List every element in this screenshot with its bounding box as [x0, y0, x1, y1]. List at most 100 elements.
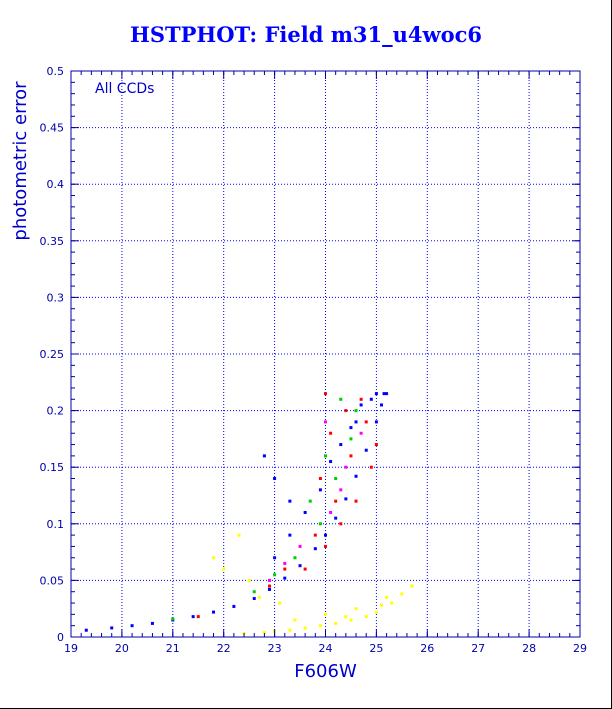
- data-point: [374, 420, 378, 424]
- axis-ticks: 19 20 21 22 23 24 25 26 27 28 29 0 0.05 0.1 0.15 0.2 0.2…: [40, 65, 588, 655]
- data-point: [364, 448, 368, 452]
- data-point: [318, 522, 322, 526]
- data-point: [110, 626, 114, 630]
- y-tick-label: 0.3: [47, 291, 65, 304]
- x-tick-label: 29: [573, 642, 587, 655]
- data-point: [268, 578, 272, 582]
- data-point: [268, 584, 272, 588]
- data-point: [252, 590, 256, 594]
- data-point: [257, 595, 261, 599]
- data-point: [379, 603, 383, 607]
- data-point: [324, 533, 327, 537]
- y-tick-label: 0.25: [40, 348, 65, 361]
- data-point: [354, 409, 358, 413]
- data-point: [303, 510, 307, 514]
- data-point: [283, 567, 287, 571]
- data-point: [390, 601, 394, 605]
- data-point: [303, 567, 307, 571]
- data-point: [354, 474, 358, 478]
- data-point: [262, 630, 266, 634]
- series-group: [196, 392, 378, 619]
- data-point: [237, 533, 241, 537]
- data-point: [191, 615, 195, 619]
- data-point: [379, 403, 383, 407]
- data-point: [385, 595, 389, 599]
- data-point: [288, 499, 292, 503]
- y-tick-label: 0.05: [40, 574, 65, 587]
- data-point: [324, 454, 327, 458]
- data-point: [369, 465, 373, 469]
- data-point: [364, 615, 368, 619]
- y-tick-label: 0.1: [47, 518, 65, 531]
- data-point: [222, 567, 226, 571]
- data-point: [288, 533, 292, 537]
- grid-lines: [71, 71, 580, 637]
- data-point: [324, 392, 327, 396]
- data-point: [308, 499, 312, 503]
- data-point: [273, 573, 277, 577]
- series-group: [84, 392, 389, 632]
- x-tick-label: 24: [319, 642, 333, 655]
- data-point: [318, 624, 322, 628]
- data-point: [293, 556, 297, 560]
- y-tick-label: 0.5: [47, 65, 65, 78]
- data-point: [232, 604, 236, 608]
- data-point: [334, 516, 338, 520]
- x-tick-label: 22: [217, 642, 231, 655]
- x-tick-label: 23: [268, 642, 282, 655]
- data-point: [130, 624, 134, 628]
- data-point: [349, 437, 353, 441]
- data-point: [354, 499, 358, 503]
- data-point: [334, 499, 338, 503]
- y-tick-label: 0.45: [40, 122, 65, 135]
- data-point: [84, 628, 88, 632]
- data-point: [212, 610, 216, 614]
- data-point: [150, 621, 154, 625]
- data-point: [298, 544, 302, 548]
- data-point: [339, 397, 343, 401]
- data-point: [385, 392, 389, 396]
- data-point: [334, 477, 338, 481]
- data-point: [339, 443, 343, 447]
- data-point: [268, 587, 272, 591]
- data-point: [344, 409, 348, 413]
- data-point: [344, 497, 348, 501]
- data-point: [318, 477, 322, 481]
- data-point: [359, 431, 363, 435]
- series-group: [212, 533, 414, 636]
- data-point: [303, 626, 307, 630]
- data-point: [324, 544, 327, 548]
- data-point: [329, 431, 333, 435]
- data-points: [84, 392, 414, 636]
- data-point: [354, 420, 358, 424]
- x-tick-label: 25: [369, 642, 383, 655]
- y-tick-label: 0.35: [40, 235, 65, 248]
- data-point: [344, 615, 348, 619]
- x-tick-label: 19: [64, 642, 78, 655]
- data-point: [212, 556, 216, 560]
- data-point: [273, 477, 277, 481]
- data-point: [313, 533, 317, 537]
- data-point: [364, 420, 368, 424]
- series-group: [171, 397, 358, 621]
- data-point: [298, 564, 302, 568]
- data-point: [374, 443, 378, 447]
- x-tick-label: 28: [522, 642, 536, 655]
- data-point: [318, 488, 322, 492]
- y-axis-label: photometric error: [10, 81, 31, 241]
- y-tick-label: 0: [57, 631, 64, 644]
- data-point: [374, 610, 378, 614]
- data-point: [410, 584, 414, 588]
- data-point: [369, 397, 373, 401]
- data-point: [344, 465, 348, 469]
- x-tick-label: 27: [471, 642, 485, 655]
- data-point: [349, 426, 353, 430]
- y-tick-label: 0.4: [47, 178, 65, 191]
- x-tick-label: 20: [115, 642, 129, 655]
- y-tick-label: 0.15: [40, 461, 65, 474]
- x-tick-label: 26: [420, 642, 434, 655]
- data-point: [374, 392, 378, 396]
- data-point: [334, 621, 338, 625]
- chart-title: HSTPHOT: Field m31_u4woc6: [129, 22, 483, 47]
